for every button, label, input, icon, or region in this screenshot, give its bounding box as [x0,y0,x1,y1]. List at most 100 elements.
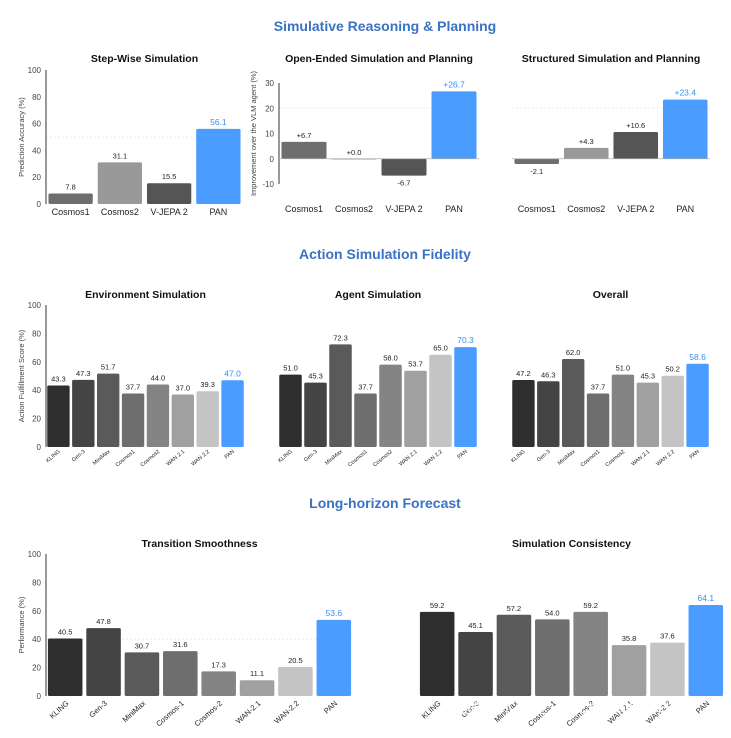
data-label: 47.2 [516,369,531,378]
x-tick-label: KLING [48,699,71,721]
x-tick-label: PAN [445,204,463,214]
bar-minimax [329,344,352,447]
data-label: -2.1 [530,167,543,176]
x-tick-label: Cosmos2 [101,207,139,217]
data-label: 50.2 [665,365,680,374]
y-tick-label: 60 [32,120,41,129]
x-tick-label: Cosmos2 [335,204,373,214]
x-tick-label: MiniMax [121,699,148,725]
y-tick-label: 80 [32,93,41,102]
x-tick-label: V-JEPA 2 [385,204,422,214]
data-label: 37.7 [126,382,141,391]
x-tick-label: WAN 2.1 [166,449,187,468]
y-axis-label: Performance (%) [17,596,26,653]
x-tick-label: MiniMax [557,449,577,467]
data-label: 70.3 [457,335,474,345]
bar-pan [196,128,241,204]
x-tick-label: PAN [694,699,711,716]
chart-4: Agent Simulation 51.0 KLING 45.3 Gen-3 72.3 Mi… [277,289,477,468]
x-tick-label: PAN [322,699,339,716]
y-tick-label: 0 [37,692,42,701]
bar-wan-2-2 [196,391,219,447]
bar-cosmos1 [121,393,145,447]
bar-cosmos-2 [573,611,608,696]
x-tick-label: Gen-3 [303,449,319,463]
chart-title: Overall [593,289,629,301]
y-tick-label: 40 [32,635,41,644]
x-tick-label: Cosmos-1 [154,699,185,729]
chart-title: Transition Smoothness [141,538,257,550]
data-label: 7.8 [65,183,75,192]
y-tick-label: 20 [265,104,274,113]
x-tick-label: PAN [224,449,236,461]
data-label: 43.3 [51,375,66,384]
x-tick-label: Gen-3 [536,449,552,463]
section-title-reasoning: Simulative Reasoning & Planning [274,18,496,34]
x-tick-label: PAN [689,449,701,461]
bar-kling [419,611,455,696]
data-label: 17.3 [211,660,226,669]
bar-kling [512,379,535,447]
bar-pan [221,380,244,447]
y-tick-label: 30 [265,79,274,88]
chart-title: Step-Wise Simulation [91,53,198,65]
bar-pan [686,363,709,447]
data-label: 39.3 [200,380,215,389]
chart-title: Agent Simulation [335,289,421,301]
bar-cosmos1 [48,193,93,204]
x-tick-label: KLING [45,449,62,464]
bar-v-jepa-2 [613,131,659,159]
y-tick-label: 0 [37,443,42,452]
x-tick-label: WAN-2.1 [234,699,262,726]
chart-0: Step-Wise Simulation 0 20 40 60 80 100 Predicti… [17,53,243,217]
data-label: 59.2 [583,601,598,610]
y-tick-label: 100 [28,66,42,75]
bar-gen-3 [537,381,560,447]
section-title-fidelity: Action Simulation Fidelity [299,246,471,262]
data-label: 72.3 [333,333,348,342]
bar-minimax [496,614,532,696]
data-label: +6.7 [297,131,312,140]
data-label: 37.0 [176,383,191,392]
bar-cosmos1 [586,393,610,447]
x-tick-label: Gen-3 [87,699,109,720]
bar-wan-2-2 [661,375,684,447]
x-tick-label: Cosmos2 [567,204,605,214]
chart-title: Environment Simulation [85,289,206,301]
bar-minimax [96,373,120,447]
bar-gen-3 [86,628,121,696]
y-tick-label: 20 [32,173,41,182]
x-tick-label: Cosmos-2 [193,699,224,729]
x-tick-label: MiniMax [92,449,112,467]
x-tick-label: WAN 2.2 [190,449,211,468]
data-label: +23.4 [674,88,696,98]
x-tick-label: Cosmos2 [605,449,627,469]
x-tick-label: PAN [457,449,469,461]
data-label: 45.1 [468,621,483,630]
bar-cosmos2 [563,147,609,159]
x-tick-label: Gen-3 [71,449,87,463]
x-tick-label: Cosmos1 [580,449,602,469]
data-label: 15.5 [162,172,177,181]
x-tick-label: MiniMax [324,449,344,467]
bar-cosmos2 [97,162,143,204]
y-tick-label: 60 [32,358,41,367]
bar-wan-2-1 [611,645,647,696]
bar-cosmos1 [514,158,560,165]
y-tick-label: 20 [32,415,41,424]
x-tick-label: Cosmos2 [140,449,162,469]
data-label: 37.7 [358,382,373,391]
bar-cosmos2 [146,384,170,447]
data-label: 58.6 [689,352,706,362]
chart-6: Transition Smoothness 0 20 40 60 80 100 Perform… [17,538,353,728]
chart-1: Open-Ended Simulation and Planning -10 0 10… [249,53,479,214]
data-label: 31.1 [113,151,128,160]
data-label: 45.3 [641,372,656,381]
data-label: 37.6 [660,632,675,641]
y-tick-label: 80 [32,578,41,587]
data-label: 65.0 [433,344,448,353]
x-tick-label: Cosmos1 [115,449,137,469]
x-tick-label: PAN [676,204,694,214]
data-label: 46.3 [541,370,556,379]
chart-2: Structured Simulation and Planning -2.1 Co… [512,53,710,214]
